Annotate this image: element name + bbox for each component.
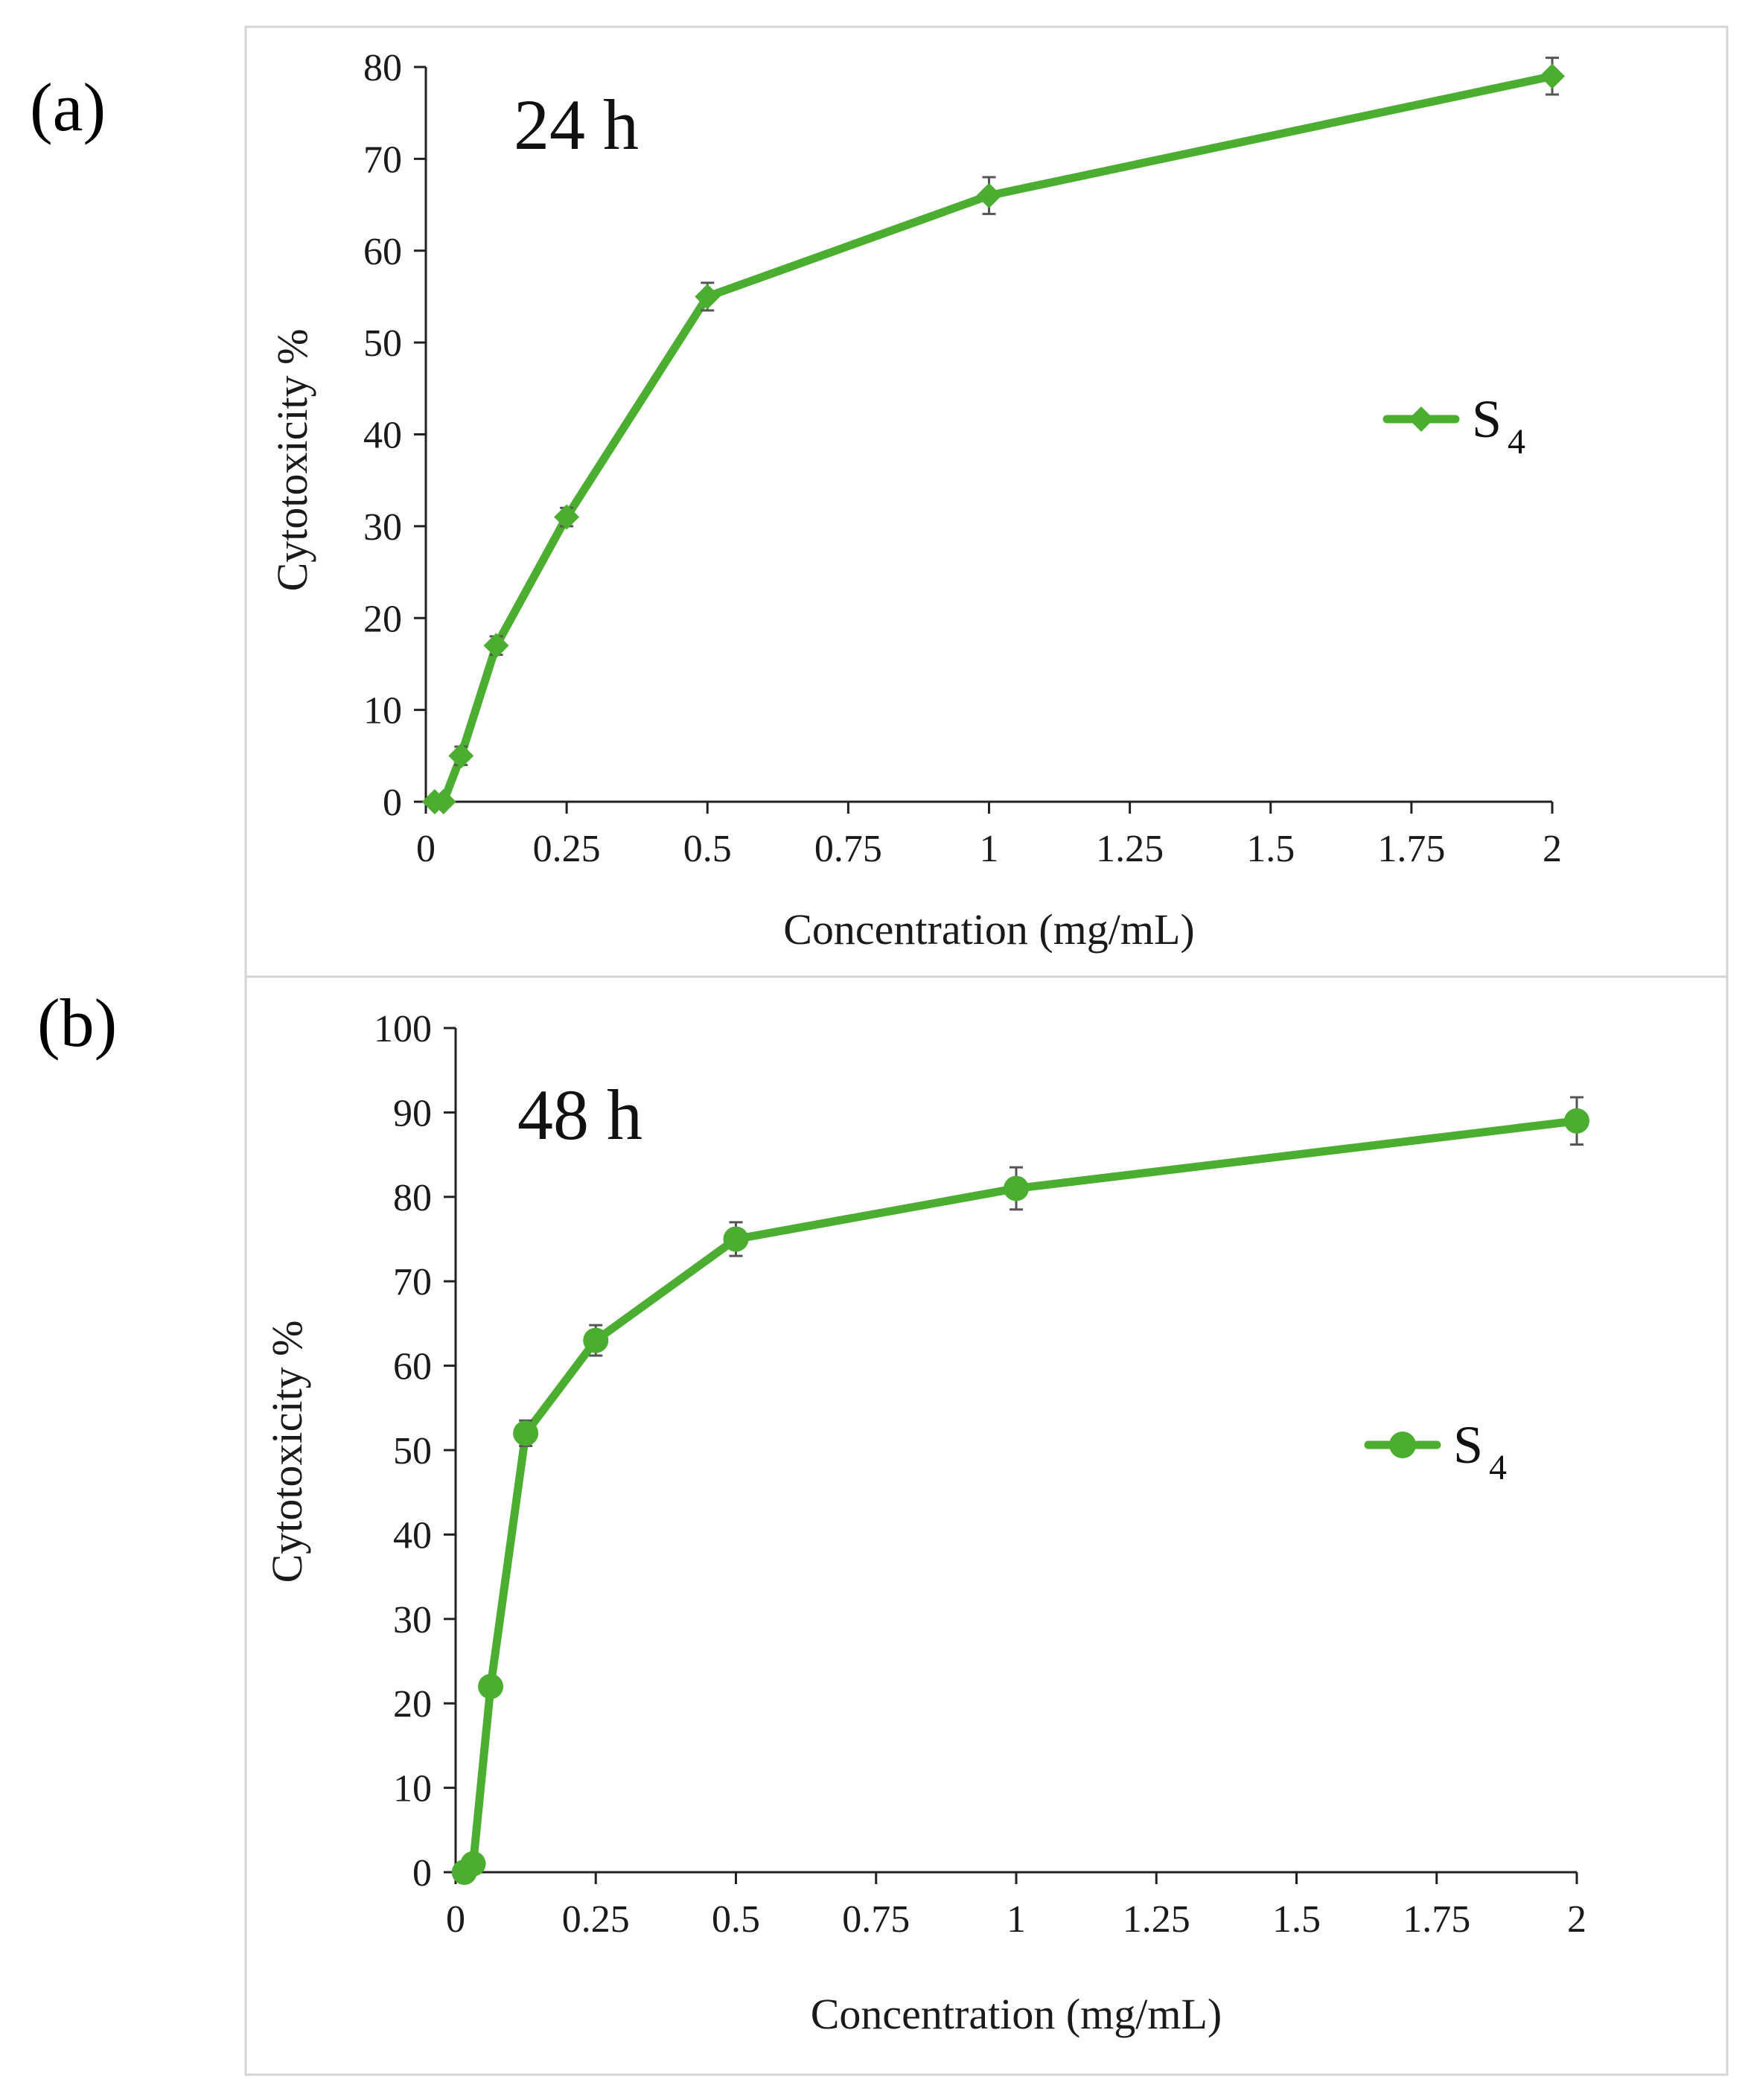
- y-tick-label: 10: [393, 1768, 432, 1810]
- y-axis-title: Cytotoxicity %: [268, 329, 316, 592]
- data-point: [583, 1327, 609, 1353]
- y-tick-label: 30: [393, 1599, 432, 1641]
- y-tick-label: 80: [393, 1177, 432, 1219]
- panel-a-time-label: 24 h: [514, 85, 639, 165]
- data-point: [723, 1226, 749, 1252]
- legend-label-subscript: 4: [1508, 422, 1525, 462]
- y-tick-label: 60: [393, 1346, 432, 1388]
- y-tick-label: 50: [393, 1430, 432, 1472]
- data-point: [483, 633, 509, 659]
- y-tick-label: 0: [412, 1852, 432, 1895]
- data-point: [478, 1673, 504, 1700]
- x-tick-label: 0.75: [814, 828, 882, 870]
- y-axis-title: Cytotoxicity %: [263, 1321, 311, 1583]
- legend-marker: [1409, 406, 1434, 432]
- x-tick-label: 0.5: [683, 828, 732, 870]
- y-tick-label: 40: [363, 415, 402, 457]
- panel-a-label: (a): [30, 69, 106, 145]
- legend-label: S: [1472, 389, 1502, 449]
- x-tick-label: 1.25: [1123, 1898, 1190, 1941]
- data-point: [976, 182, 1002, 208]
- y-tick-label: 20: [393, 1683, 432, 1726]
- x-tick-label: 0.5: [712, 1898, 760, 1941]
- y-tick-label: 70: [363, 138, 402, 181]
- y-tick-label: 90: [393, 1092, 432, 1134]
- x-tick-label: 2: [1567, 1898, 1586, 1941]
- x-tick-label: 0.25: [533, 828, 601, 870]
- series-line-S4: [430, 71, 1557, 806]
- data-point: [460, 1851, 486, 1877]
- y-tick-label: 70: [393, 1261, 432, 1303]
- data-point: [695, 284, 721, 310]
- data-point: [430, 789, 456, 814]
- x-tick-label: 1.5: [1246, 828, 1295, 870]
- data-point: [1540, 63, 1565, 89]
- y-tick-label: 60: [363, 231, 402, 273]
- panel-b-label: (b): [37, 985, 117, 1061]
- panel-b-time-label: 48 h: [517, 1075, 642, 1155]
- x-tick-label: 1: [980, 828, 999, 870]
- y-tick-label: 30: [363, 506, 402, 549]
- x-tick-label: 1.5: [1272, 1898, 1321, 1941]
- y-tick-label: 0: [383, 782, 402, 824]
- data-point: [554, 504, 580, 530]
- data-point: [1004, 1175, 1029, 1201]
- x-tick-label: 0.25: [562, 1898, 630, 1941]
- x-tick-label: 1.25: [1096, 828, 1164, 870]
- x-axis-title: Concentration (mg/mL): [783, 905, 1194, 954]
- legend-marker: [1389, 1432, 1416, 1458]
- data-point: [448, 743, 474, 769]
- panel-b-frame: [244, 975, 1729, 2076]
- data-point: [1564, 1108, 1589, 1134]
- y-tick-label: 100: [374, 1008, 432, 1050]
- x-tick-label: 1.75: [1377, 828, 1445, 870]
- x-axis-title: Concentration (mg/mL): [811, 1990, 1222, 2038]
- y-tick-label: 80: [363, 47, 402, 89]
- x-tick-label: 0: [446, 1898, 465, 1941]
- legend-label: S: [1453, 1415, 1483, 1475]
- y-tick-label: 20: [363, 598, 402, 640]
- series-line-S4: [460, 1117, 1581, 1877]
- y-tick-label: 40: [393, 1514, 432, 1557]
- y-tick-label: 10: [363, 690, 402, 733]
- data-point: [513, 1420, 539, 1446]
- x-tick-label: 0.75: [842, 1898, 910, 1941]
- x-tick-label: 1: [1007, 1898, 1026, 1941]
- chart-48h: 0 10 20 30 40 50 60 70 80 90 100 0 0.25 0.5 0.75 1 1.25 1…: [263, 1008, 1589, 2038]
- x-tick-label: 0: [416, 828, 436, 870]
- y-tick-label: 50: [363, 322, 402, 365]
- x-tick-label: 1.75: [1403, 1898, 1470, 1941]
- x-tick-label: 2: [1543, 828, 1562, 870]
- chart-24h: 0 10 20 30 40 50 60 70 80 0 0.25 0.5 0.75 1 1.25 1.5 1.7…: [268, 47, 1565, 954]
- legend-label-subscript: 4: [1489, 1448, 1507, 1487]
